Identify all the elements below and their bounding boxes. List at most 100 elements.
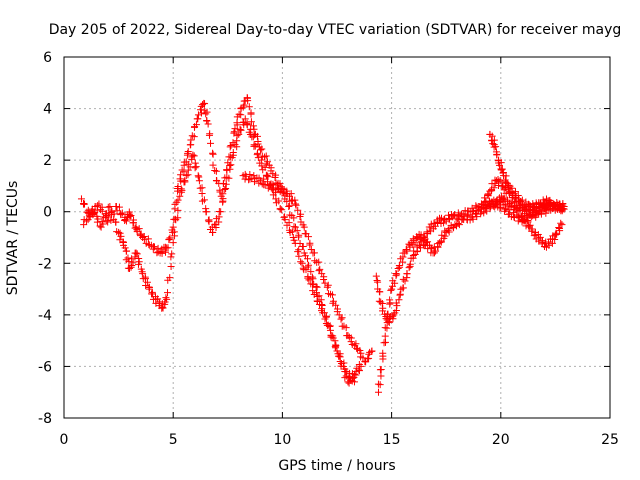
- data-point-interp: [192, 163, 200, 171]
- data-point-interp: [194, 115, 202, 123]
- data-point-interp: [309, 280, 317, 288]
- data-point: [169, 239, 177, 247]
- data-point-interp: [129, 219, 137, 227]
- y-tick-label: 6: [43, 50, 52, 66]
- data-point-interp: [492, 143, 500, 151]
- data-point-interp: [128, 262, 136, 270]
- data-point-interp: [227, 161, 235, 169]
- data-point-interp: [222, 180, 230, 188]
- data-point: [77, 195, 85, 203]
- data-point: [368, 347, 376, 355]
- data-point-interp: [196, 184, 204, 192]
- axis-ticks: [63, 56, 611, 419]
- data-point-interp: [81, 200, 89, 208]
- data-point-interp: [290, 214, 298, 222]
- data-point-interp: [506, 188, 514, 196]
- data-point-interp: [555, 223, 563, 231]
- data-point: [106, 203, 114, 211]
- data-point-interp: [385, 318, 393, 326]
- data-point-interp: [295, 246, 303, 254]
- data-point-interp: [142, 281, 150, 289]
- data-point-interp: [113, 228, 121, 236]
- data-point-interp: [391, 279, 399, 287]
- data-point-interp: [117, 232, 125, 240]
- data-point: [532, 208, 540, 216]
- data-point-interp: [555, 224, 563, 232]
- data-point-interp: [148, 288, 156, 296]
- data-point-interp: [202, 208, 210, 216]
- data-point-interp: [135, 225, 143, 233]
- data-point-interp: [187, 136, 195, 144]
- data-point-interp: [505, 189, 513, 197]
- data-point-interp: [233, 132, 241, 140]
- data-point: [80, 221, 88, 229]
- data-point-interp: [223, 166, 231, 174]
- data-point-interp: [307, 245, 315, 253]
- data-point-interp: [307, 268, 315, 276]
- data-point-interp: [285, 219, 293, 227]
- data-point-interp: [126, 212, 134, 220]
- data-point-interp: [337, 315, 345, 323]
- data-point-interp: [203, 117, 211, 125]
- data-point-interp: [117, 211, 125, 219]
- data-point-interp: [357, 349, 365, 357]
- data-point-interp: [413, 247, 421, 255]
- data-point-interp: [174, 196, 182, 204]
- data-point-interp: [551, 235, 559, 243]
- data-point: [298, 259, 306, 267]
- data-point-interp: [352, 340, 360, 348]
- data-point: [241, 115, 249, 123]
- data-point-interp: [190, 133, 198, 141]
- data-point-interp: [322, 312, 330, 320]
- data-point-interp: [249, 122, 257, 130]
- data-point-interp: [251, 142, 259, 150]
- data-point: [97, 223, 105, 231]
- data-point-interp: [482, 198, 490, 206]
- data-point-interp: [127, 212, 135, 220]
- data-point: [357, 362, 365, 370]
- data-point-interp: [496, 177, 504, 185]
- data-point: [499, 195, 507, 203]
- data-point-interp: [326, 322, 334, 330]
- data-point-interp: [552, 229, 560, 237]
- data-point-interp: [226, 153, 234, 161]
- data-point-interp: [124, 254, 132, 262]
- data-point-interp: [166, 274, 174, 282]
- data-point-interp: [226, 162, 234, 170]
- data-point-interp: [249, 133, 257, 141]
- data-point-interp: [178, 166, 186, 174]
- data-point-interp: [184, 147, 192, 155]
- data-point: [292, 200, 300, 208]
- data-point-interp: [272, 171, 280, 179]
- data-point-interp: [490, 184, 498, 192]
- data-point-interp: [263, 158, 271, 166]
- data-point-interp: [242, 172, 250, 180]
- grid: [64, 57, 610, 418]
- data-point-interp: [200, 196, 208, 204]
- data-point-interp: [164, 289, 172, 297]
- y-tick-label: -8: [38, 411, 52, 427]
- data-point-interp: [263, 178, 271, 186]
- data-point: [169, 223, 177, 231]
- data-point-interp: [158, 247, 166, 255]
- data-point-interp: [365, 354, 373, 362]
- data-point-interp: [290, 236, 298, 244]
- data-point-interp: [480, 209, 488, 217]
- data-point-interp: [192, 121, 200, 129]
- y-tick-label: 2: [43, 153, 52, 169]
- data-point-interp: [165, 236, 173, 244]
- data-point-interp: [240, 101, 248, 109]
- data-point-interp: [84, 216, 92, 224]
- data-point-interp: [304, 255, 311, 263]
- data-point-interp: [434, 243, 442, 251]
- data-point-interp: [258, 145, 266, 153]
- data-point-interp: [135, 255, 143, 263]
- data-point-interp: [389, 315, 397, 323]
- data-point: [372, 272, 380, 280]
- series-track-7: [479, 175, 566, 220]
- data-point-interp: [473, 213, 481, 221]
- y-tick-labels: -8 -6 -4 -2 0 2 4 6: [38, 50, 52, 427]
- data-point-interp: [167, 253, 175, 261]
- data-point: [396, 290, 404, 298]
